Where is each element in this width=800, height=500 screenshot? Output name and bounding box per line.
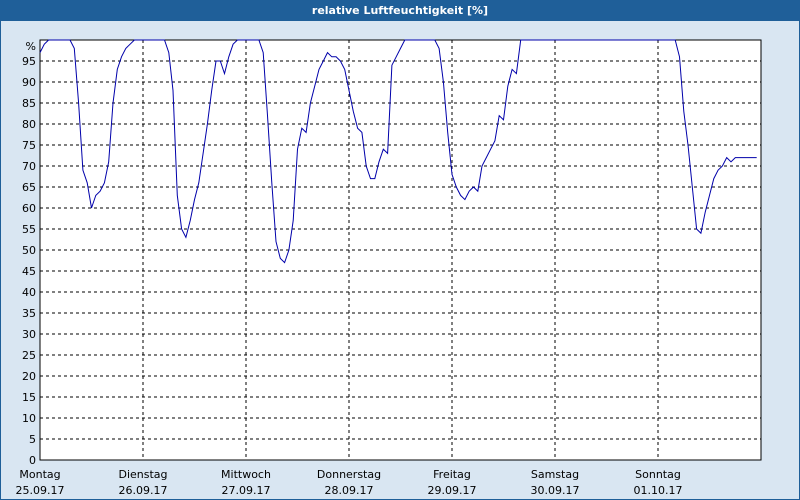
x-axis-ticks: Montag 25.09.17 Dienstag 26.09.17 Mittwoch 27…: [16, 468, 683, 497]
y-tick-label: 75: [22, 139, 36, 152]
y-tick-label: 70: [22, 160, 36, 173]
humidity-line: [39, 39, 757, 264]
x-tick-day: Mittwoch: [221, 468, 271, 481]
x-tick-date: 30.09.17: [531, 484, 580, 497]
x-tick-date: 01.10.17: [634, 484, 683, 497]
y-tick-label: 45: [22, 265, 36, 278]
chart-title: relative Luftfeuchtigkeit [%]: [1, 1, 799, 21]
y-tick-label: 85: [22, 97, 36, 110]
x-tick-day: Freitag: [433, 468, 471, 481]
x-tick-date: 26.09.17: [119, 484, 168, 497]
x-tick-day: Sonntag: [635, 468, 681, 481]
y-tick-label: 40: [22, 286, 36, 299]
y-tick-label: 95: [22, 55, 36, 68]
y-tick-label: 60: [22, 202, 36, 215]
y-tick-label: 10: [22, 412, 36, 425]
x-tick-date: 25.09.17: [16, 484, 65, 497]
y-tick-label: 15: [22, 391, 36, 404]
y-tick-label: 65: [22, 181, 36, 194]
x-tick-date: 29.09.17: [428, 484, 477, 497]
grid-lines: [40, 40, 761, 460]
x-tick-day: Dienstag: [118, 468, 167, 481]
x-tick-day: Montag: [19, 468, 60, 481]
x-tick-day: Samstag: [531, 468, 579, 481]
y-axis-ticks: 0 5 10 15 20 25 30 35 40 45 50 55 60 65 70 75 80 85 90 95%: [22, 40, 36, 467]
y-tick-label: 30: [22, 328, 36, 341]
y-tick-label: 50: [22, 244, 36, 257]
y-tick-label: 35: [22, 307, 36, 320]
x-tick-day: Donnerstag: [317, 468, 381, 481]
y-tick-label: 20: [22, 370, 36, 383]
y-tick-label: 80: [22, 118, 36, 131]
x-tick-date: 28.09.17: [325, 484, 374, 497]
y-tick-label: 55: [22, 223, 36, 236]
y-tick-label: 5: [29, 433, 36, 446]
y-tick-label: 0: [29, 454, 36, 467]
y-unit-label: %: [26, 40, 36, 53]
y-tick-label: 25: [22, 349, 36, 362]
x-tick-date: 27.09.17: [222, 484, 271, 497]
y-tick-label: 90: [22, 76, 36, 89]
